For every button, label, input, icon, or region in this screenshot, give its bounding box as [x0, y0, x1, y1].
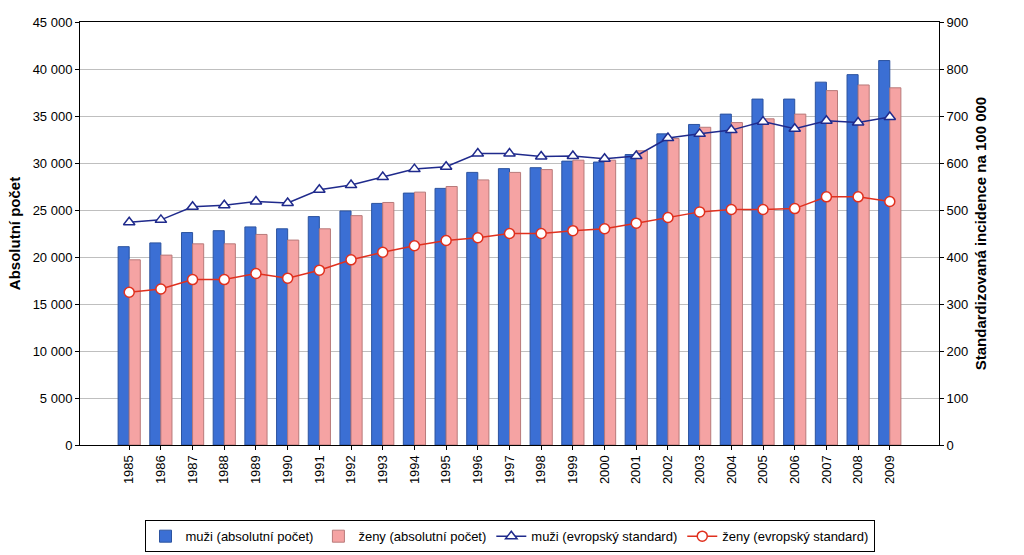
svg-text:1992: 1992	[343, 455, 358, 484]
svg-text:900: 900	[947, 15, 969, 30]
svg-text:1986: 1986	[153, 455, 168, 484]
svg-text:muži (evropský standard): muži (evropský standard)	[531, 529, 677, 544]
svg-text:1996: 1996	[470, 455, 485, 484]
svg-text:2005: 2005	[755, 455, 770, 484]
svg-text:400: 400	[947, 250, 969, 265]
svg-text:1988: 1988	[217, 455, 232, 484]
svg-text:1991: 1991	[312, 455, 327, 484]
svg-text:600: 600	[947, 156, 969, 171]
svg-text:0: 0	[947, 438, 954, 453]
svg-text:1999: 1999	[565, 455, 580, 484]
svg-text:muži (absolutní počet): muži (absolutní počet)	[186, 529, 314, 544]
svg-text:1987: 1987	[185, 455, 200, 484]
svg-text:ženy (evropský standard): ženy (evropský standard)	[722, 529, 868, 544]
svg-text:800: 800	[947, 62, 969, 77]
svg-text:ženy (absolutní počet): ženy (absolutní počet)	[358, 529, 486, 544]
svg-text:200: 200	[947, 344, 969, 359]
svg-text:700: 700	[947, 109, 969, 124]
svg-text:2002: 2002	[660, 455, 675, 484]
svg-text:2000: 2000	[597, 455, 612, 484]
svg-text:1990: 1990	[280, 455, 295, 484]
svg-text:300: 300	[947, 297, 969, 312]
svg-text:40 000: 40 000	[33, 62, 73, 77]
svg-text:100: 100	[947, 391, 969, 406]
svg-text:30 000: 30 000	[33, 156, 73, 171]
svg-text:2006: 2006	[787, 455, 802, 484]
svg-text:5 000: 5 000	[40, 391, 73, 406]
svg-text:1985: 1985	[121, 455, 136, 484]
svg-text:10 000: 10 000	[33, 344, 73, 359]
svg-text:0: 0	[65, 438, 72, 453]
svg-text:1994: 1994	[407, 455, 422, 484]
svg-text:2009: 2009	[882, 455, 897, 484]
svg-text:500: 500	[947, 203, 969, 218]
svg-text:2001: 2001	[628, 455, 643, 484]
svg-text:25 000: 25 000	[33, 203, 73, 218]
svg-text:1993: 1993	[375, 455, 390, 484]
svg-text:1997: 1997	[502, 455, 517, 484]
svg-text:2007: 2007	[819, 455, 834, 484]
svg-text:Standardizovaná incidence na 1: Standardizovaná incidence na 100 000	[972, 97, 989, 370]
svg-text:2003: 2003	[692, 455, 707, 484]
svg-text:2004: 2004	[724, 455, 739, 484]
svg-text:2008: 2008	[850, 455, 865, 484]
svg-text:35 000: 35 000	[33, 109, 73, 124]
svg-text:1989: 1989	[248, 455, 263, 484]
svg-text:15 000: 15 000	[33, 297, 73, 312]
svg-text:Absolutní počet: Absolutní počet	[6, 177, 23, 290]
svg-text:1998: 1998	[533, 455, 548, 484]
svg-text:20 000: 20 000	[33, 250, 73, 265]
svg-text:1995: 1995	[438, 455, 453, 484]
svg-text:45 000: 45 000	[33, 15, 73, 30]
